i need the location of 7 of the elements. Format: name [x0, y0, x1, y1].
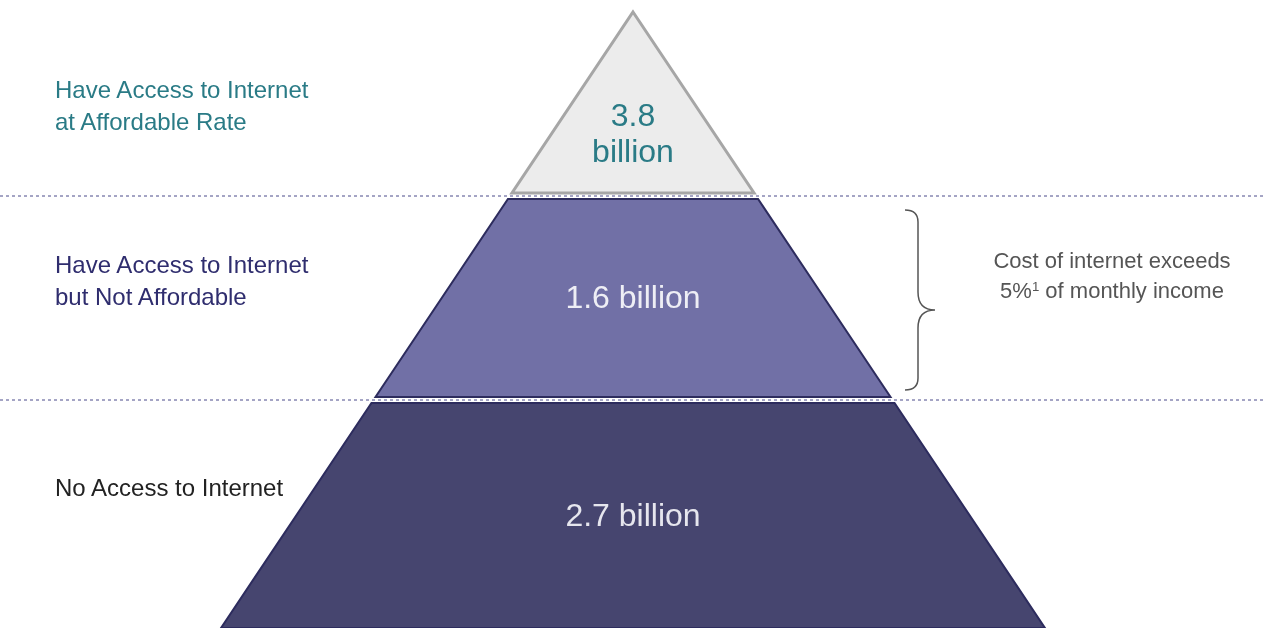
text: Cost of internet exceeds 5%$^{1}$ of monthly income [993, 248, 1231, 303]
category-label: Have Access to Internet but Not Affordable [55, 251, 309, 310]
category-label: Have Access to Internet at Affordable Rate [55, 76, 309, 135]
category-label: No Access to Internet [55, 474, 284, 501]
data-label: 3.8 billion [592, 96, 674, 169]
data-label: 2.7 billion [565, 496, 701, 533]
data-label: 1.6 billion [565, 279, 701, 315]
